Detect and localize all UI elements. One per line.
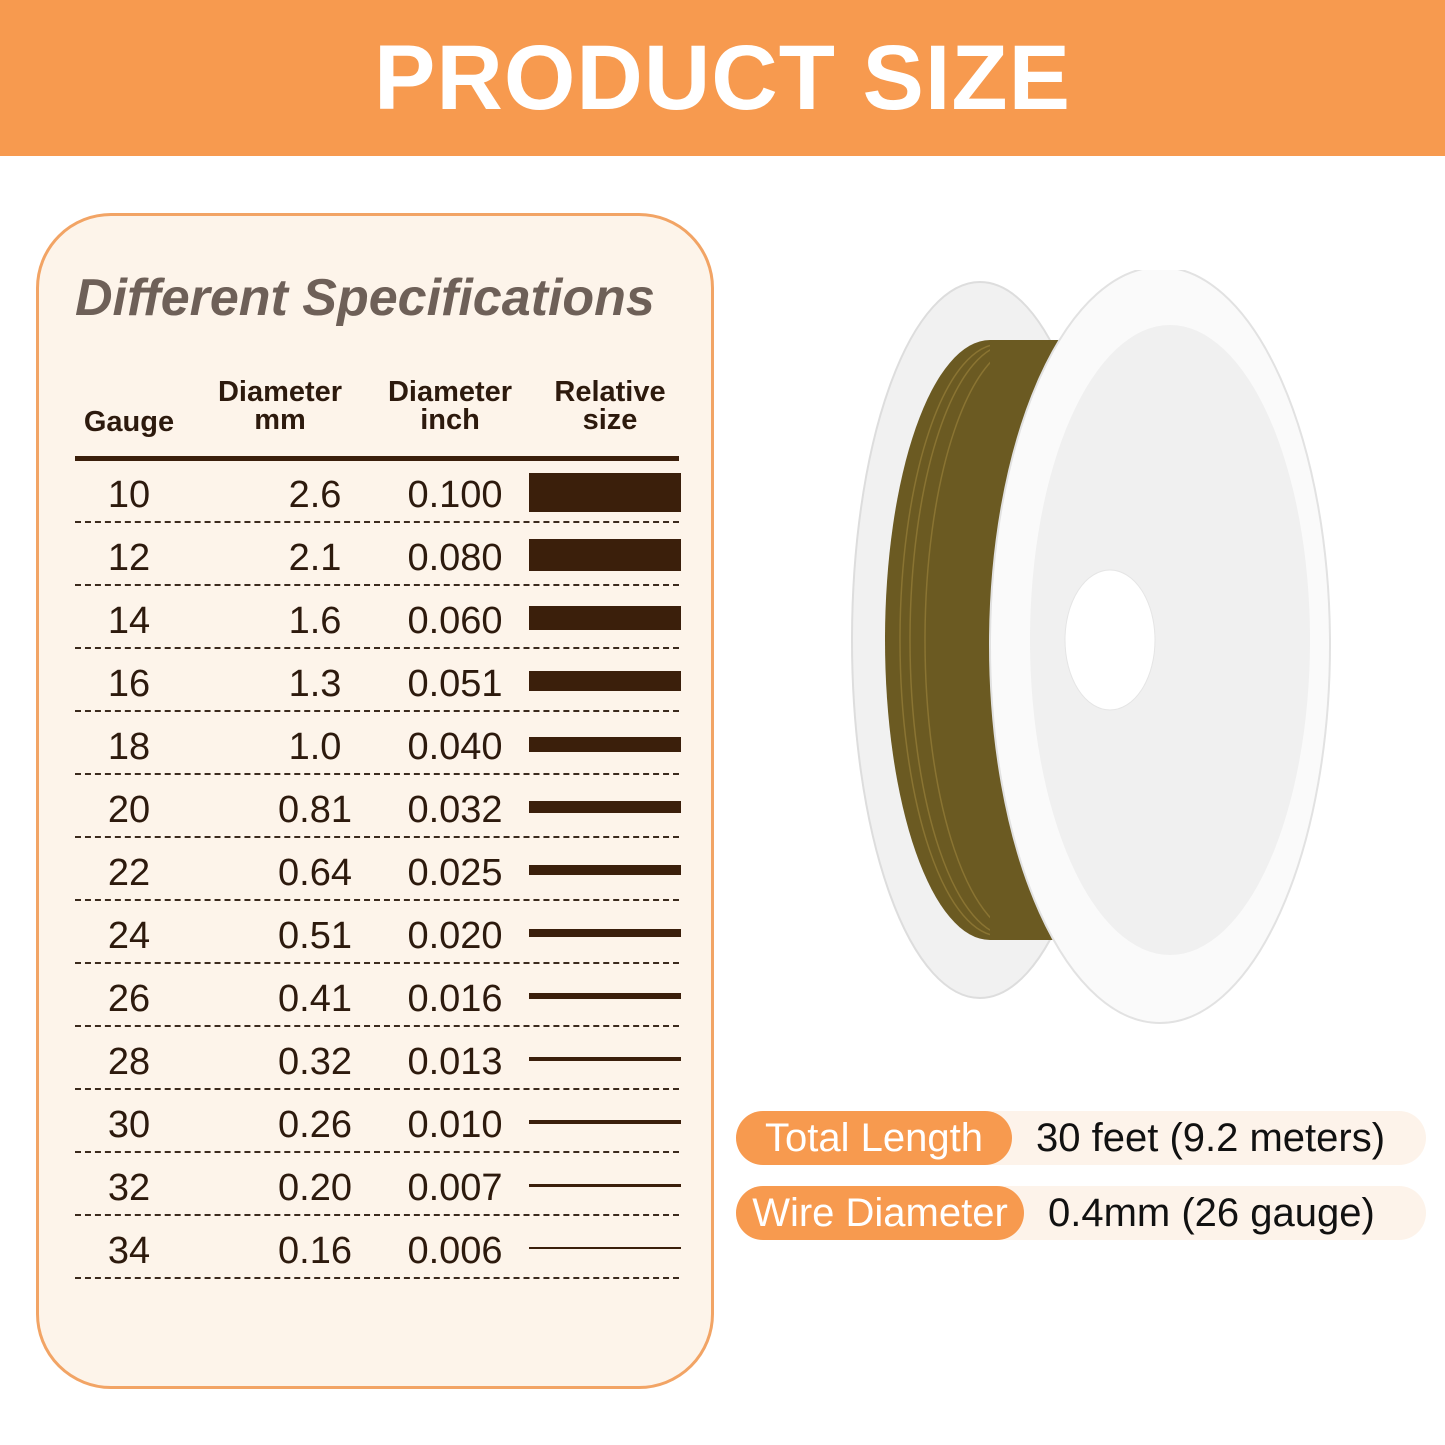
cell-gauge: 30 [107,1104,151,1146]
cell-inch: 0.010 [407,1104,503,1146]
cell-inch: 0.025 [407,852,503,894]
table-row: 24 0.51 0.020 [75,901,681,964]
relative-size-bar [529,1120,681,1124]
wire-diameter-label: Wire Diameter [736,1186,1024,1240]
cell-gauge: 12 [107,537,151,579]
relative-size-bar [529,472,681,512]
cell-inch: 0.051 [407,663,503,705]
cell-gauge: 32 [107,1167,151,1209]
cell-inch: 0.006 [407,1230,503,1272]
table-row: 14 1.6 0.060 [75,586,681,649]
cell-mm: 1.3 [288,663,342,705]
spec-table-card: Different Specifications Gauge Diameter … [36,213,714,1389]
cell-mm: 0.32 [278,1041,352,1083]
header-relative-size: Relative size [554,376,666,436]
cell-gauge: 18 [107,726,151,768]
cell-mm: 2.1 [288,537,342,579]
cell-gauge: 20 [107,789,151,831]
header-gauge: Gauge [83,406,175,438]
wire-diameter-value: 0.4mm (26 gauge) [1048,1191,1375,1235]
header-diameter-mm: Diameter mm [217,376,343,436]
cell-inch: 0.060 [407,600,503,642]
cell-inch: 0.016 [407,978,503,1020]
table-row: 30 0.26 0.010 [75,1090,681,1153]
relative-size-bar [529,671,681,691]
table-row: 26 0.41 0.016 [75,964,681,1027]
cell-gauge: 22 [107,852,151,894]
cell-mm: 0.51 [278,915,352,957]
banner-title: PRODUCT SIZE [374,26,1071,129]
table-row: 10 2.6 0.100 [75,460,681,523]
relative-size-bar [529,992,681,1000]
table-row: 34 0.16 0.006 [75,1216,681,1279]
cell-mm: 0.81 [278,789,352,831]
relative-size-bar [529,929,681,937]
cell-gauge: 26 [107,978,151,1020]
cell-gauge: 28 [107,1041,151,1083]
banner: PRODUCT SIZE [0,0,1445,156]
cell-mm: 1.6 [288,600,342,642]
cell-inch: 0.032 [407,789,503,831]
total-length-spec: Total Length 30 feet (9.2 meters) [736,1111,1426,1165]
table-row: 18 1.0 0.040 [75,712,681,775]
header-diameter-inch: Diameter inch [387,376,513,436]
wire-spool-image [851,270,1331,1024]
relative-size-bar [529,865,681,875]
cell-mm: 1.0 [288,726,342,768]
cell-mm: 0.26 [278,1104,352,1146]
table-header: Gauge Diameter mm Diameter inch Relative… [75,378,679,461]
total-length-label: Total Length [736,1111,1012,1165]
cell-mm: 2.6 [288,474,342,516]
cell-mm: 0.16 [278,1230,352,1272]
cell-gauge: 16 [107,663,151,705]
total-length-value: 30 feet (9.2 meters) [1036,1116,1386,1160]
relative-size-bar [529,539,681,571]
cell-inch: 0.100 [407,474,503,516]
relative-size-bar [529,606,681,630]
cell-gauge: 24 [107,915,151,957]
table-row: 22 0.64 0.025 [75,838,681,901]
cell-inch: 0.020 [407,915,503,957]
relative-size-bar [529,1246,681,1250]
cell-gauge: 34 [107,1230,151,1272]
table-row: 12 2.1 0.080 [75,523,681,586]
table-row: 32 0.20 0.007 [75,1153,681,1216]
cell-gauge: 10 [107,474,151,516]
relative-size-bar [529,800,681,814]
cell-mm: 0.41 [278,978,352,1020]
table-row: 16 1.3 0.051 [75,649,681,712]
cell-gauge: 14 [107,600,151,642]
relative-size-bar [529,1056,681,1062]
cell-mm: 0.64 [278,852,352,894]
cell-inch: 0.013 [407,1041,503,1083]
cell-inch: 0.040 [407,726,503,768]
cell-inch: 0.080 [407,537,503,579]
table-row: 20 0.81 0.032 [75,775,681,838]
spec-table-title: Different Specifications [75,269,655,327]
table-row: 28 0.32 0.013 [75,1027,681,1090]
relative-size-bar [529,1183,681,1187]
relative-size-bar [529,736,681,752]
wire-diameter-spec: Wire Diameter 0.4mm (26 gauge) [736,1186,1426,1240]
cell-inch: 0.007 [407,1167,503,1209]
cell-mm: 0.20 [278,1167,352,1209]
table-body: 10 2.6 0.100 12 2.1 0.080 14 1.6 0.060 16 1.3 0.051… [75,460,681,1279]
